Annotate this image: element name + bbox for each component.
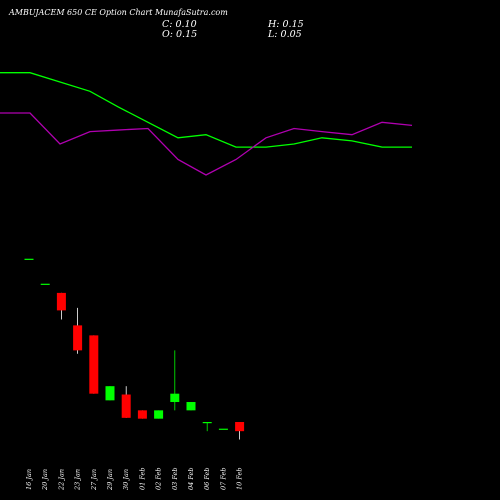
candle [154, 410, 164, 419]
high-value: H: 0.15 [268, 19, 304, 30]
candles-layer [24, 258, 245, 440]
low-value: L: 0.05 [268, 29, 302, 40]
x-tick-label: 20 Jan [41, 469, 49, 491]
x-tick-label: 29 Jan [106, 469, 114, 491]
candle [24, 258, 34, 260]
candle [89, 335, 99, 394]
candle-body [218, 428, 228, 430]
candle [170, 350, 180, 411]
chart-title: AMBUJACEM 650 CE Option Chart MunafaSutr… [9, 8, 228, 17]
x-axis-labels: 16 Jan 20 Jan 22 Jan 23 Jan 27 Jan 29 Jan 30 J… [25, 468, 244, 492]
candle-body [186, 402, 196, 411]
candle [235, 422, 245, 440]
candle [218, 428, 228, 430]
x-tick-label: 30 Jan [122, 469, 130, 490]
candle [73, 307, 83, 354]
candle [186, 402, 196, 411]
candle-body [121, 394, 131, 418]
candle [40, 283, 50, 285]
x-tick-label: 03 Feb [171, 468, 179, 491]
candle-body [170, 393, 180, 403]
moving-average-layer [0, 72, 413, 176]
candle [137, 410, 147, 419]
x-tick-label: 23 Jan [74, 469, 82, 491]
candle-body [73, 325, 83, 351]
ma-slow-line [0, 112, 413, 176]
candle-body [24, 258, 34, 260]
candle [121, 386, 131, 418]
x-tick-label: 22 Jan [57, 469, 65, 491]
candle [105, 386, 115, 401]
close-value: C: 0.10 [162, 19, 197, 30]
candle [56, 292, 66, 320]
candle-body [235, 422, 245, 432]
candle-body [56, 292, 66, 311]
candle-body [89, 335, 99, 394]
ma-fast-line [0, 72, 412, 148]
candle-body [137, 410, 147, 419]
candle [202, 422, 212, 432]
x-tick-label: 06 Feb [203, 468, 211, 491]
open-value: O: 0.15 [162, 29, 198, 40]
candle-body [154, 410, 164, 419]
candle-body [40, 283, 50, 285]
x-tick-label: 04 Feb [187, 468, 195, 491]
x-tick-label: 16 Jan [25, 469, 33, 490]
x-tick-label: 01 Feb [138, 468, 146, 491]
x-tick-label: 07 Feb [219, 468, 227, 491]
x-tick-label: 02 Feb [155, 468, 163, 491]
candle-body [105, 386, 115, 401]
x-tick-label: 27 Jan [90, 469, 98, 491]
candle-body [202, 422, 212, 424]
x-tick-label: 10 Feb [236, 468, 244, 491]
